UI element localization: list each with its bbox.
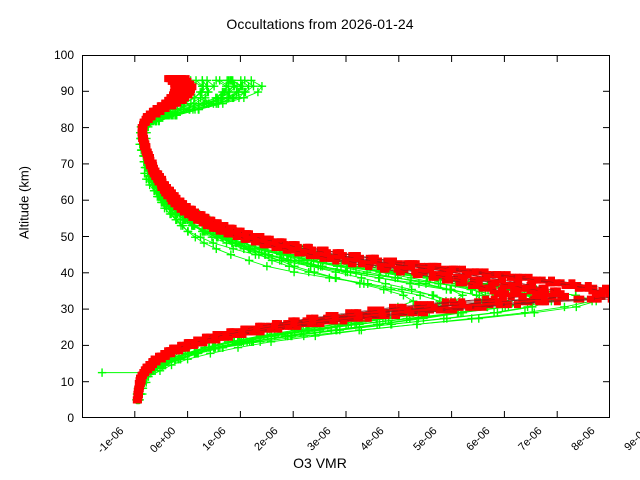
x-axis-label: O3 VMR [293,455,347,471]
y-tick-label: 10 [60,374,74,389]
chart-title: Occultations from 2026-01-24 [226,16,414,32]
x-tick-label: 8e-06 [569,425,598,454]
x-tick-label: -1e-06 [95,425,127,456]
y-tick-label: 80 [60,120,74,135]
x-tick-label: 3e-06 [305,425,334,454]
x-tick-label: 5e-06 [411,425,440,454]
x-tick-label: 9e-06 [622,425,640,454]
y-tick-label: 40 [60,265,74,280]
y-tick-label: 100 [53,48,74,62]
x-tick-label: 7e-06 [516,425,546,454]
data-plot-area [82,55,610,418]
y-tick-label: 30 [60,302,74,317]
y-tick-label: 70 [60,156,74,171]
x-tick-label: 4e-06 [358,425,387,454]
x-tick-label: 0e+00 [147,425,179,456]
y-tick-label: 50 [60,229,74,244]
y-tick-label: 60 [60,193,74,208]
y-tick-label: 0 [67,411,74,425]
x-tick-label: 2e-06 [252,425,282,454]
x-tick-label: 6e-06 [463,425,493,454]
x-tick-label: 1e-06 [199,425,229,454]
y-tick-label: 20 [60,338,74,353]
y-tick-label: 90 [60,84,74,99]
